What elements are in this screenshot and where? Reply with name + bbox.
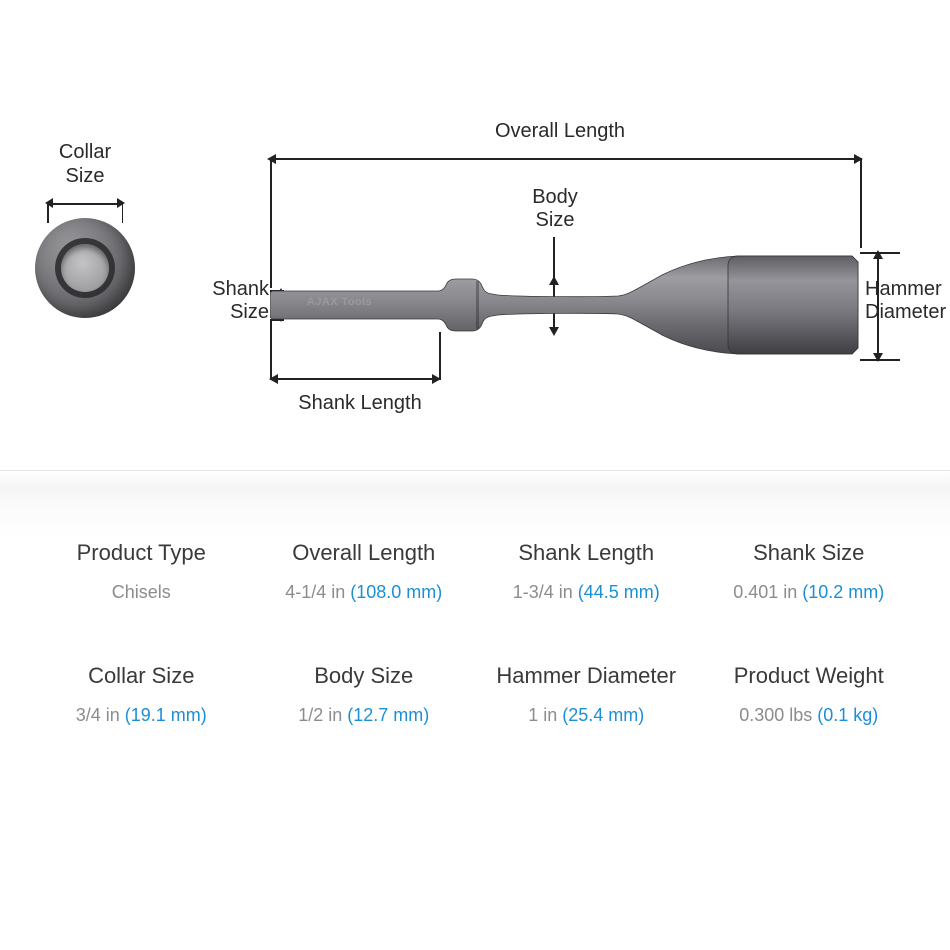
spec-value-imperial: 1-3/4 in — [513, 582, 578, 602]
spec-grid: Product Type Chisels Overall Length 4-1/4 i… — [0, 540, 950, 726]
brand-logo-text: AJAX Tools — [307, 296, 372, 308]
spec-label: Shank Length — [475, 540, 698, 566]
spec-value-metric: (12.7 mm) — [347, 705, 429, 725]
spec-value-imperial: 3/4 in — [76, 705, 125, 725]
collar-front-view: CollarSize — [20, 140, 150, 318]
spec-value: 1-3/4 in (44.5 mm) — [475, 582, 698, 603]
spec-value-imperial: 0.300 lbs — [739, 705, 817, 725]
spec-value-imperial: 1/2 in — [298, 705, 347, 725]
spec-value: 1/2 in (12.7 mm) — [253, 705, 476, 726]
spec-label: Overall Length — [253, 540, 476, 566]
spec-cell: Hammer Diameter 1 in (25.4 mm) — [475, 663, 698, 726]
overall-length-label: Overall Length — [185, 120, 935, 143]
spec-value: 0.300 lbs (0.1 kg) — [698, 705, 921, 726]
spec-label: Product Weight — [698, 663, 921, 689]
spec-value-metric: (19.1 mm) — [125, 705, 207, 725]
dim-tick — [860, 252, 900, 254]
diagram-area: CollarSize Overall Length BodySize — [0, 140, 950, 460]
dim-tick — [860, 359, 900, 361]
spec-label: Body Size — [253, 663, 476, 689]
spec-cell: Body Size 1/2 in (12.7 mm) — [253, 663, 476, 726]
spec-value-imperial: Chisels — [112, 582, 171, 602]
spec-value: Chisels — [30, 582, 253, 603]
spec-value-imperial: 1 in — [528, 705, 562, 725]
dim-tick — [860, 158, 862, 248]
spec-cell: Shank Length 1-3/4 in (44.5 mm) — [475, 540, 698, 603]
spec-cell: Product Weight 0.300 lbs (0.1 kg) — [698, 663, 921, 726]
spec-cell: Shank Size 0.401 in (10.2 mm) — [698, 540, 921, 603]
spec-value-metric: (44.5 mm) — [578, 582, 660, 602]
tool-side-view: Overall Length BodySize ShankSize Hammer… — [185, 120, 935, 460]
spec-value: 1 in (25.4 mm) — [475, 705, 698, 726]
spec-value-metric: (10.2 mm) — [802, 582, 884, 602]
spec-value-metric: (108.0 mm) — [350, 582, 442, 602]
collar-size-dimension — [47, 194, 123, 212]
shank-size-label: ShankSize — [183, 278, 269, 324]
spec-label: Shank Size — [698, 540, 921, 566]
spec-value-imperial: 0.401 in — [733, 582, 802, 602]
floor-reflection — [0, 470, 950, 540]
spec-value: 3/4 in (19.1 mm) — [30, 705, 253, 726]
spec-cell: Collar Size 3/4 in (19.1 mm) — [30, 663, 253, 726]
spec-cell: Product Type Chisels — [30, 540, 253, 603]
spec-value-metric: (25.4 mm) — [562, 705, 644, 725]
body-size-label: BodySize — [485, 186, 625, 232]
spec-value: 0.401 in (10.2 mm) — [698, 582, 921, 603]
spec-label: Product Type — [30, 540, 253, 566]
collar-circle-icon — [35, 218, 135, 318]
spec-label: Hammer Diameter — [475, 663, 698, 689]
spec-value-metric: (0.1 kg) — [817, 705, 878, 725]
collar-size-label: CollarSize — [20, 140, 150, 188]
spec-value: 4-1/4 in (108.0 mm) — [253, 582, 476, 603]
spec-value-imperial: 4-1/4 in — [285, 582, 350, 602]
shank-length-label: Shank Length — [275, 392, 445, 415]
spec-cell: Overall Length 4-1/4 in (108.0 mm) — [253, 540, 476, 603]
spec-label: Collar Size — [30, 663, 253, 689]
